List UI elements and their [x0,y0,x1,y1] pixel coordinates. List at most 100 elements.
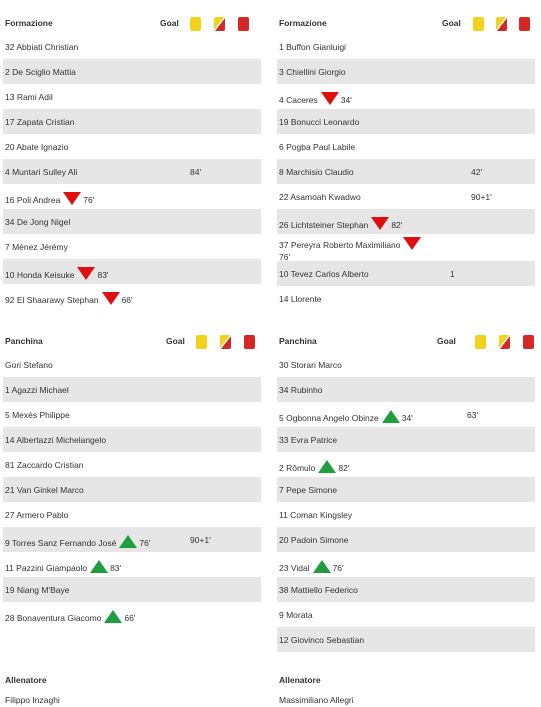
bench-title: Panchina [279,336,317,346]
player-entry: 10 Honda Keisuke 83' [5,267,109,280]
player-row: 22 Asamoah Kwadwo 90+1' [277,184,535,209]
player-entry: 28 Bonaventura Giacomo 66' [5,610,135,623]
red-card-icon [523,335,534,349]
substitution-in-icon [90,560,109,573]
away-bench-list: 30 Storari Marco 34 Rubinho 5 Ogbonna Ange… [277,352,535,652]
player-name: 8 Marchisio Claudio [279,167,354,177]
player-name: 21 Van Ginkel Marco [5,485,84,495]
home-formation-header: Formazione Goal [3,9,261,34]
sub-out-minute: 76' [279,252,291,262]
player-row: 12 Giovinco Sebastian [277,627,535,652]
yellow-card-minute: 90+1' [471,192,492,202]
player-row: 20 Abate Ignazio [3,134,261,159]
player-entry: 20 Padoin Simone [279,535,348,545]
player-row: 4 Muntari Sulley Ali 84' [3,159,261,184]
player-name: 12 Giovinco Sebastian [279,635,365,645]
substitution-out-icon [403,237,422,250]
player-entry: 32 Abbiati Christian [5,42,78,52]
goal-column-label: Goal [166,336,185,346]
player-row: 9 Torres Sanz Fernando José 76' 90+1' [3,527,261,552]
player-name: 2 Rômulo [279,463,316,473]
player-entry: 12 Giovinco Sebastian [279,635,364,645]
substitution-out-icon [371,217,390,230]
player-row: 5 Ogbonna Angelo Obinze 34' 63' [277,402,535,427]
player-row: 19 Bonucci Leonardo [277,109,535,134]
player-name: 37 Pereyra Roberto Maximiliano [279,240,401,250]
player-entry: 8 Marchisio Claudio [279,167,354,177]
player-name: 32 Abbiati Christian [5,42,79,52]
player-row: 14 Llorente [277,286,535,311]
substitution-in-icon [381,410,400,423]
player-name: 17 Zapata Cristian [5,117,75,127]
player-row: 26 Lichtsteiner Stephan 82' [277,209,535,234]
sub-out-minute: 34' [340,95,352,105]
player-name: 20 Padoin Simone [279,535,349,545]
player-name: 16 Poli Andrea [5,195,61,205]
away-bench-section: Panchina Goal 30 Storari Marco 34 Rubinho… [277,327,535,652]
player-name: 1 Agazzi Michael [5,385,69,395]
player-entry: 3 Chiellini Giorgio [279,67,346,77]
player-entry: 26 Lichtsteiner Stephan 82' [279,217,402,230]
player-name: 5 Mexès Philippe [5,410,70,420]
player-name: 81 Zaccardo Cristian [5,460,84,470]
player-row: 92 El Shaarawy Stephan 66' [3,284,261,309]
player-row: 10 Honda Keisuke 83' [3,259,261,284]
player-row: 13 Rami Adil [3,84,261,109]
player-row: 5 Mexès Philippe [3,402,261,427]
player-entry: 33 Evra Patrice [279,435,337,445]
player-row: 81 Zaccardo Cristian [3,452,261,477]
player-name: 34 Rubinho [279,385,323,395]
player-row: 19 Niang M'Baye [3,577,261,602]
player-entry: 9 Torres Sanz Fernando José 76' [5,535,150,548]
player-row: Gori Stefano [3,352,261,377]
player-entry: 7 Ménez Jérémy [5,242,68,252]
player-name: 13 Rami Adil [5,92,53,102]
player-name: 4 Caceres [279,95,318,105]
formation-title: Formazione [5,18,53,28]
yellow-card-minute: 84' [190,167,202,177]
player-name: 9 Morata [279,610,313,620]
sub-out-minute: 76' [83,195,95,205]
sub-in-minute: 76' [139,538,151,548]
player-name: 14 Albertazzi Michelangelo [5,435,107,445]
sub-in-minute: 34' [401,413,413,423]
player-entry: 21 Van Ginkel Marco [5,485,84,495]
player-entry: 19 Niang M'Baye [5,585,69,595]
player-entry: 38 Mattiello Federico [279,585,358,595]
player-row: 23 Vidal 76' [277,552,535,577]
home-bench-list: Gori Stefano 1 Agazzi Michael 5 Mexès Phil… [3,352,261,627]
goal-column-label: Goal [442,18,461,28]
player-name: 22 Asamoah Kwadwo [279,192,361,202]
player-row: 10 Tevez Carlos Alberto 1 [277,261,535,286]
player-row: 7 Ménez Jérémy [3,234,261,259]
player-row: 28 Bonaventura Giacomo 66' [3,602,261,627]
player-row: 1 Buffon Gianluigi [277,34,535,59]
player-entry: 34 De Jong Nigel [5,217,70,227]
player-row: 6 Pogba Paul Labile [277,134,535,159]
home-formation-section: Formazione Goal 32 Abbiati Christian 2 De… [3,9,261,309]
player-entry: 20 Abate Ignazio [5,142,68,152]
second-yellow-card-icon [499,335,510,349]
red-card-icon [519,17,530,31]
substitution-out-icon [320,92,339,105]
player-name: 4 Muntari Sulley Ali [5,167,78,177]
player-name: 11 Pazzini Giampaolo [5,563,88,573]
yellow-card-minute: 42' [471,167,483,177]
player-name: 30 Storari Marco [279,360,342,370]
player-row: 11 Pazzini Giampaolo 83' [3,552,261,577]
player-row: 8 Marchisio Claudio 42' [277,159,535,184]
player-name: 2 De Sciglio Mattia [5,67,76,77]
yellow-card-icon [196,335,207,349]
player-row: 2 De Sciglio Mattia [3,59,261,84]
away-formation-list: 1 Buffon Gianluigi 3 Chiellini Giorgio 4 C… [277,34,535,311]
player-entry: 30 Storari Marco [279,360,342,370]
player-name: 6 Pogba Paul Labile [279,142,356,152]
goal-count: 1 [450,269,455,279]
player-row: 34 Rubinho [277,377,535,402]
yellow-card-minute: 90+1' [190,535,211,545]
player-name: 3 Chiellini Giorgio [279,67,346,77]
player-entry: 1 Buffon Gianluigi [279,42,346,52]
player-row: 14 Albertazzi Michelangelo [3,427,261,452]
substitution-out-icon [77,267,96,280]
player-entry: 5 Ogbonna Angelo Obinze 34' [279,410,413,423]
